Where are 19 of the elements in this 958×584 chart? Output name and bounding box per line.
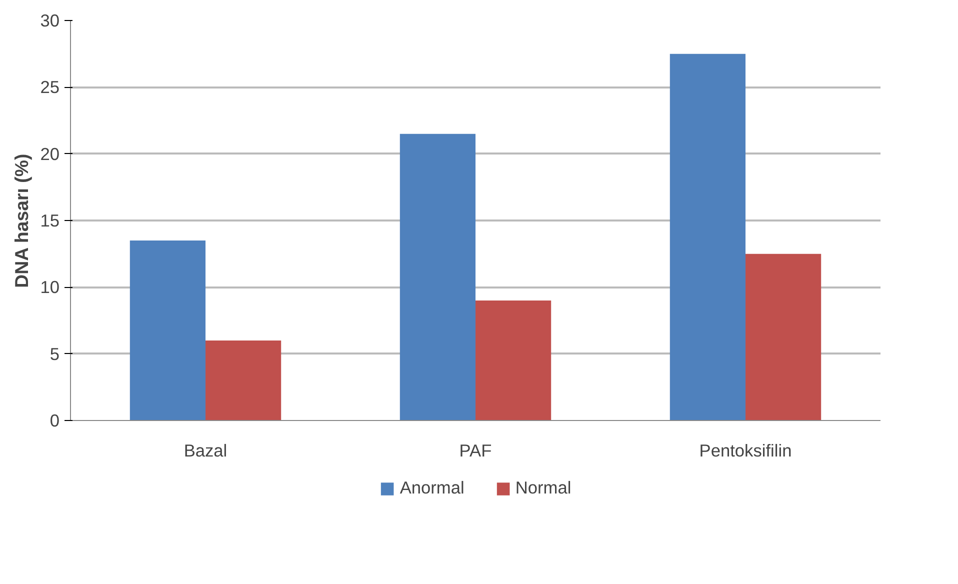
y-axis-title: DNA hasarı (%) <box>11 154 32 288</box>
y-tick-label: 5 <box>50 344 60 364</box>
bar <box>476 300 552 420</box>
y-tick-label: 0 <box>50 410 60 430</box>
y-tick-label: 10 <box>40 277 60 298</box>
y-tick-label: 30 <box>40 10 60 30</box>
legend-label: Anormal <box>400 478 464 498</box>
bar <box>400 134 476 420</box>
legend-label: Normal <box>515 478 572 498</box>
bar <box>746 254 822 420</box>
y-tick-label: 20 <box>40 144 60 164</box>
bar <box>130 240 206 420</box>
y-tick-label: 15 <box>40 210 60 230</box>
x-tick-label: Bazal <box>184 440 228 460</box>
x-tick-label: PAF <box>459 440 492 460</box>
bar <box>206 340 282 420</box>
y-tick-label: 25 <box>40 77 60 98</box>
x-tick-label: Pentoksifilin <box>699 440 792 460</box>
bar <box>670 54 746 420</box>
